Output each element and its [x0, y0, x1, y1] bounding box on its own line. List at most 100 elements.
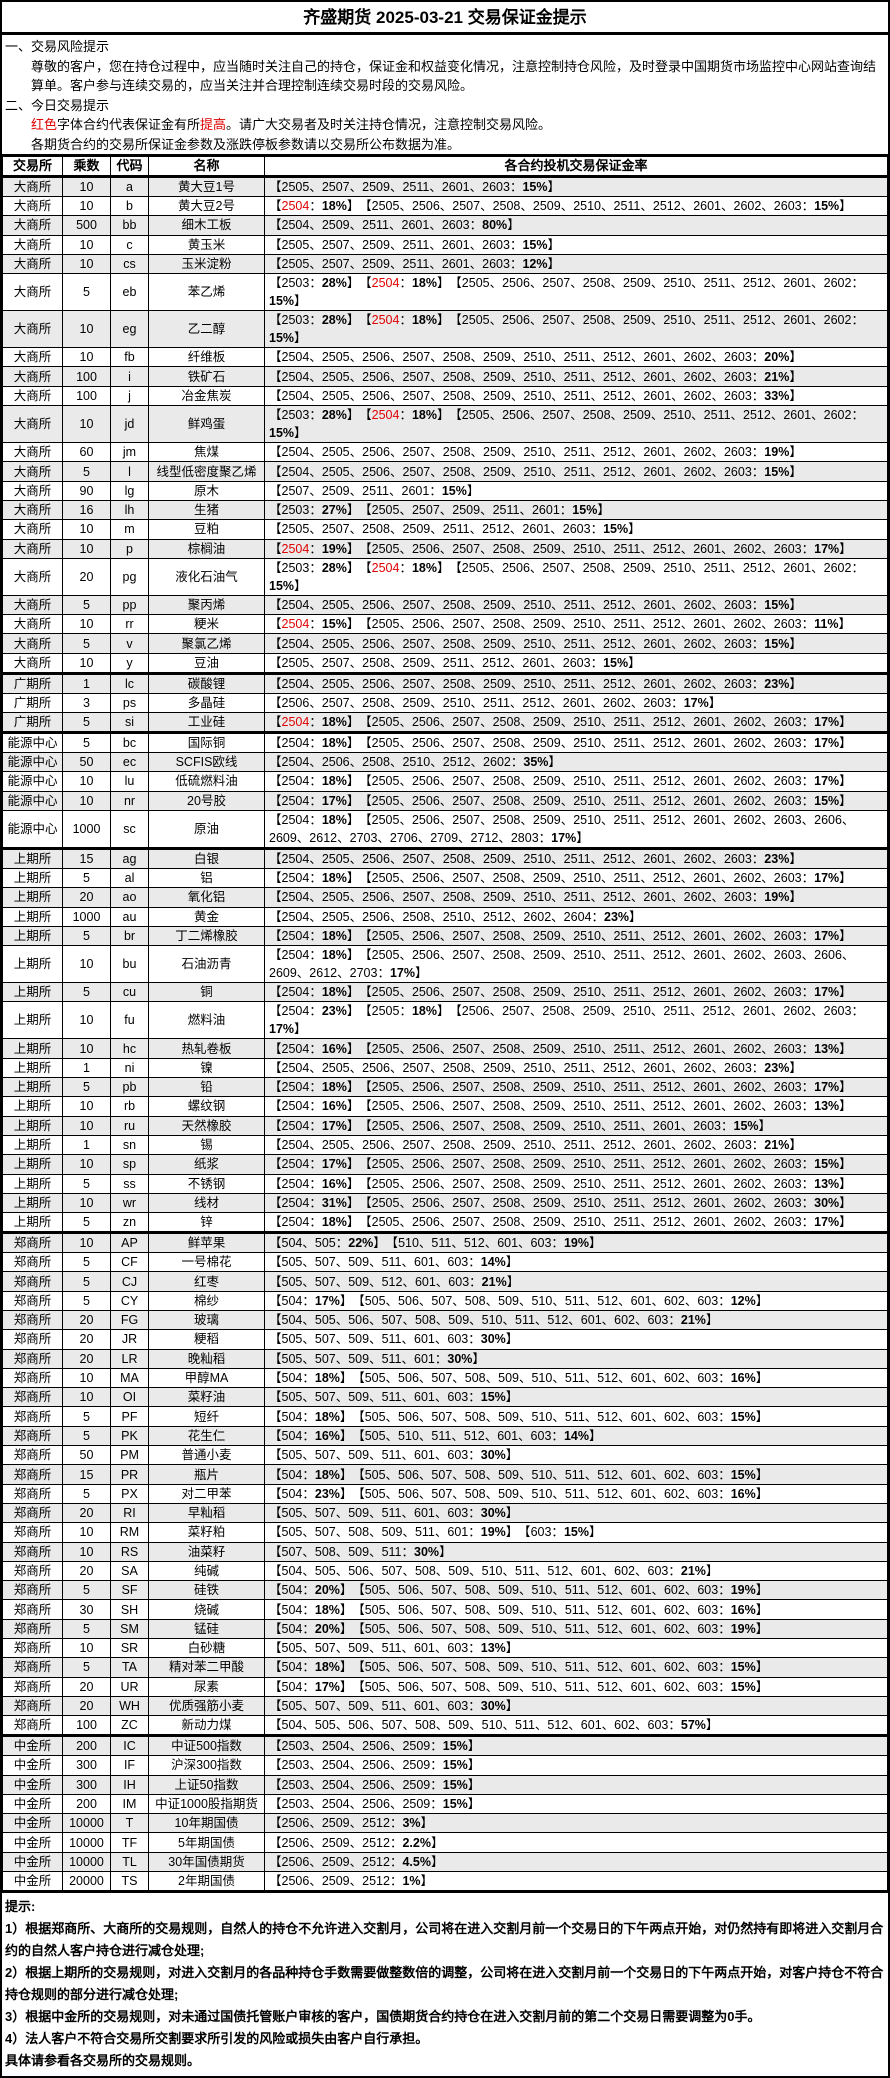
margin-rate: 17%: [814, 736, 840, 751]
notes-footer: 具体请参看各交易所的交易规则。: [5, 2053, 201, 2069]
margin-group: 【505、507、508、509、511、601：19%】: [269, 1525, 519, 1540]
margin-cell: 【2505、2507、2509、2511、2601、2603：15%】: [264, 176, 888, 197]
table-row: 上期所 1000 au 黄金 【2504、2505、2506、2508、2510、251…: [2, 906, 888, 927]
exchange-data-notice: 各期货合约的交易所保证金参数及涨跌停板参数请以交易所公布数据为准。: [31, 136, 461, 152]
contract-months: 504: [281, 1583, 303, 1598]
name-cell: 豆油: [148, 652, 265, 674]
margin-group: 【2503：28%】: [269, 276, 360, 291]
margin-cell: 【2506、2509、2512：4.5%】: [264, 1851, 888, 1873]
name-cell: 国际铜: [148, 731, 265, 754]
margin-group: 【2505、2506、2507、2508、2509、2510、2511、2601…: [365, 1118, 772, 1133]
margin-group: 【2504：18%】: [365, 408, 450, 423]
margin-group: 【2503：28%】: [269, 408, 360, 423]
notes-heading: 提示:: [5, 1899, 36, 1915]
multiplier-cell: 10: [62, 234, 111, 255]
margin-rate: 17%: [321, 1157, 347, 1172]
contract-months: 2504: [281, 948, 310, 963]
multiplier-cell: 10: [62, 652, 111, 674]
contract-months: 505、506、507、508、509、510、511、512、601、602、…: [364, 1409, 719, 1424]
margin-rate: 15%: [442, 1796, 468, 1811]
contract-months: 505、506、507、508、509、510、511、512、601、602、…: [364, 1602, 719, 1617]
name-cell: 白银: [148, 846, 265, 869]
contract-months: 2503: [281, 276, 310, 291]
notice-text-tail: 。请广大交易者及时关注持仓情况，注意控制交易风险。: [226, 117, 552, 132]
contract-months: 505、507、509、511、601、603: [281, 1641, 469, 1656]
margin-rate: 22%: [348, 1236, 374, 1251]
multiplier-cell: 15: [62, 846, 111, 869]
exchange-cell: 郑商所: [2, 1348, 63, 1369]
margin-group: 【2505、2506、2507、2508、2509、2510、2511、2512…: [365, 1080, 852, 1095]
margin-rate: 14%: [480, 1255, 506, 1270]
table-row: 上期所 10 fu 燃料油 【2504：23%】 【2505：18%】 【2506、2507…: [2, 1001, 888, 1040]
margin-cell: 【2504：18%】 【2505、2506、2507、2508、2509、2510…: [264, 945, 888, 984]
margin-cell: 【2504、2506、2508、2510、2512、2602：35%】: [264, 752, 888, 773]
code-cell: LR: [110, 1348, 149, 1369]
exchange-cell: 能源中心: [2, 752, 63, 773]
margin-group: 【2503：27%】: [269, 503, 360, 518]
table-row: 大商所 10 p 棕榈油 【2504：19%】 【2505、2506、2507、2508、…: [2, 538, 888, 559]
name-cell: 10年期国债: [148, 1813, 265, 1834]
multiplier-cell: 10: [62, 538, 111, 559]
multiplier-cell: 10: [62, 176, 111, 197]
exchange-cell: 郑商所: [2, 1387, 63, 1408]
contract-months: 504: [281, 1602, 303, 1617]
multiplier-cell: 10: [62, 1367, 111, 1389]
exchange-cell: 中金所: [2, 1832, 63, 1853]
margin-rate: 23%: [604, 909, 630, 924]
name-cell: 工业硅: [148, 712, 265, 734]
margin-rate: 15%: [730, 1679, 756, 1694]
contract-months: 2505、2507、2509、2511、2601、2603: [281, 257, 510, 272]
margin-rate: 15%: [480, 1390, 506, 1405]
table-row: 上期所 10 sp 纸浆 【2504：17%】 【2505、2506、2507、2508、…: [2, 1154, 888, 1175]
contract-months: 2504、2505、2506、2507、2508、2509、2510、2511、…: [281, 464, 752, 479]
contract-months: 505、506、507、508、509、510、511、512、601、602、…: [364, 1371, 719, 1386]
contract-months: 2505、2507、2509、2511、2601、2603: [281, 180, 510, 194]
margin-rate: 21%: [764, 1138, 790, 1153]
margin-rate: 20%: [314, 1621, 340, 1636]
code-cell: wr: [110, 1192, 149, 1214]
exchange-cell: 大商所: [2, 594, 63, 616]
contract-months: 2505、2506、2507、2508、2509、2510、2511、2512、…: [371, 774, 802, 789]
exchange-cell: 中金所: [2, 1870, 63, 1892]
margin-rate: 15%: [269, 578, 295, 593]
code-cell: IM: [110, 1793, 149, 1815]
table-row: 中金所 200 IM 中证1000股指期货 【2503、2504、2506、2509：1…: [2, 1793, 888, 1815]
name-cell: 鲜鸡蛋: [148, 405, 265, 444]
contract-months: 2505、2507、2509、2511、2601: [371, 503, 560, 518]
exchange-cell: 郑商所: [2, 1271, 63, 1292]
name-cell: 棉纱: [148, 1290, 265, 1311]
margin-cell: 【2503、2504、2506、2509：15%】: [264, 1734, 888, 1757]
contract-months: 2505、2506、2507、2508、2509、2510、2511、2512、…: [371, 199, 802, 214]
table-row: 大商所 500 bb 细木工板 【2504、2509、2511、2601、2603：80…: [2, 215, 888, 236]
multiplier-cell: 10: [62, 1115, 111, 1136]
exchange-cell: 上期所: [2, 1115, 63, 1136]
margin-group: 【2504：18%】: [269, 1080, 360, 1095]
note-item: 2）根据上期所的交易规则，对进入交割月的各品种持仓手数需要做整数倍的调整，公司将…: [5, 1965, 884, 2003]
margin-rate: 15%: [730, 1660, 756, 1675]
multiplier-cell: 10: [62, 195, 111, 217]
table-row: 郑商所 100 ZC 新动力煤 【504、505、506、507、508、509、510…: [2, 1715, 888, 1737]
margin-cell: 【2503、2504、2506、2509：15%】: [264, 1793, 888, 1815]
margin-rate: 30%: [480, 1699, 506, 1714]
table-row: 中金所 300 IF 沪深300指数 【2503、2504、2506、2509：15%】: [2, 1755, 888, 1776]
multiplier-cell: 1: [62, 1057, 111, 1079]
margin-rate: 15%: [321, 617, 347, 632]
table-row: 郑商所 10 RS 油菜籽 【507、508、509、511：30%】: [2, 1541, 888, 1562]
margin-group: 【2504：18%】: [269, 985, 360, 1000]
table-row: 大商所 5 l 线型低密度聚乙烯 【2504、2505、2506、2507、2508、2…: [2, 461, 888, 482]
code-cell: MA: [110, 1367, 149, 1389]
table-row: 郑商所 5 PX 对二甲苯 【504：23%】 【505、506、507、508、509、…: [2, 1483, 888, 1504]
code-cell: CF: [110, 1252, 149, 1273]
contract-months: 2505、2506、2507、2508、2509、2510、2511、2512、…: [371, 928, 802, 943]
name-cell: 粳稻: [148, 1329, 265, 1350]
exchange-cell: 上期所: [2, 887, 63, 908]
contract-months: 504: [281, 1621, 303, 1636]
exchange-cell: 郑商所: [2, 1425, 63, 1447]
code-cell: jd: [110, 405, 149, 444]
margin-cell: 【2503：28%】 【2504：18%】 【2505、2506、2507、2508…: [264, 310, 888, 349]
contract-months: 2504、2505、2506、2508、2510、2512、2602、2604: [281, 909, 592, 924]
margin-rate: 21%: [764, 369, 790, 384]
margin-group: 【505、506、507、508、509、510、511、512、601、602…: [358, 1371, 769, 1386]
name-cell: 多晶硅: [148, 692, 265, 714]
margin-cell: 【2504：18%】 【2505、2506、2507、2508、2509、2510…: [264, 731, 888, 754]
